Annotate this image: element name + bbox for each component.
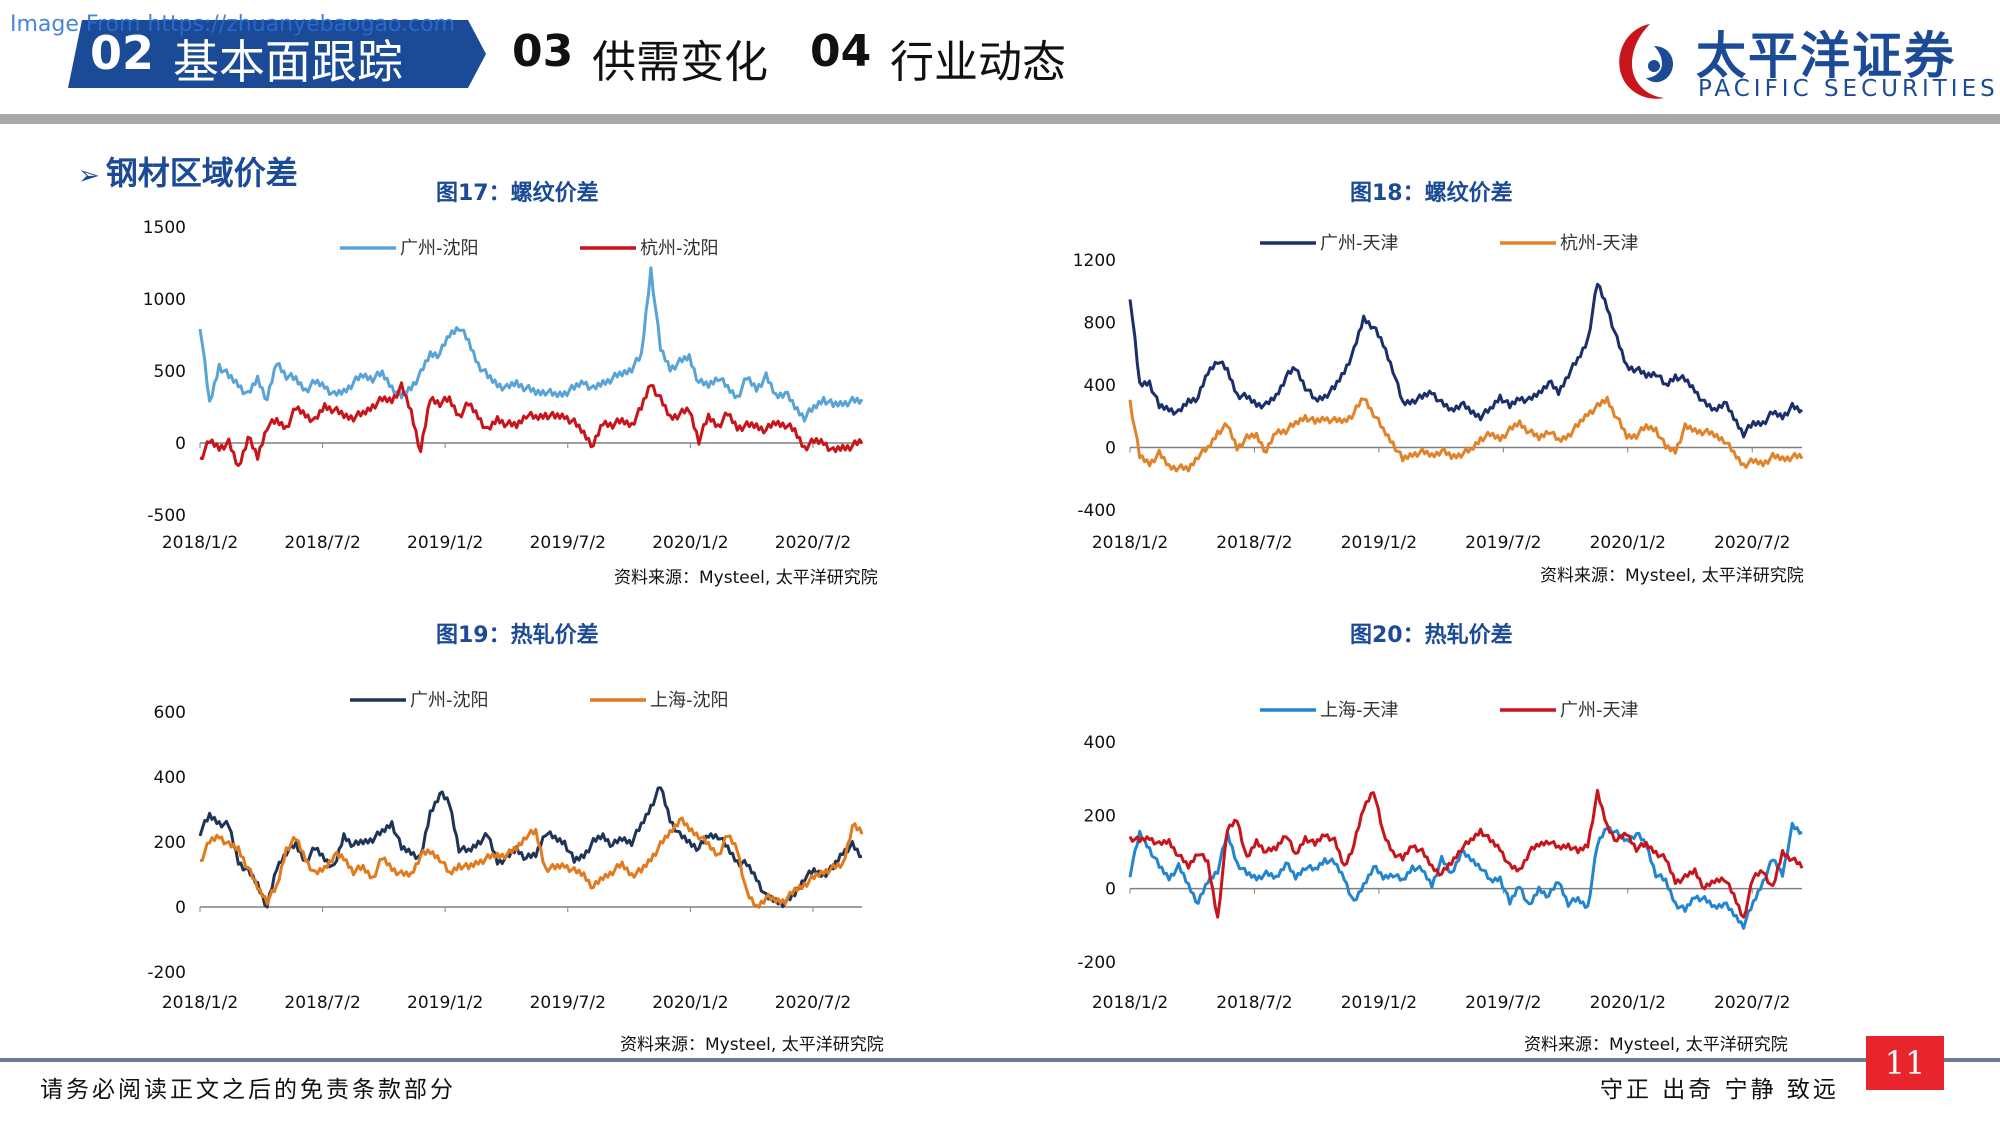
- chart-20: 400 200 0 -200 2018/1/2 2018/7/2 2019/1/2 2019/…: [1077, 700, 1804, 1013]
- y-tick-label: 400: [1084, 376, 1116, 396]
- y-tick-label: -200: [147, 963, 186, 983]
- y-tick-label: 800: [1084, 314, 1116, 334]
- chart-18: 1200 800 400 0 -400 2018/1/2 2018/7/2 2019/1/2 2…: [1073, 233, 1804, 553]
- y-tick-label: 0: [175, 898, 186, 918]
- x-tick-label: 2018/1/2: [1092, 993, 1168, 1013]
- header: 02 基本面跟踪 03 供需变化 04 行业动态 太平洋证券 PACIFIC S…: [0, 0, 2000, 124]
- legend-label: 广州-天津: [1560, 700, 1639, 721]
- y-tick-label: 200: [154, 833, 186, 853]
- y-tick-label: 0: [1105, 439, 1116, 459]
- x-tick-label: 2019/7/2: [1465, 533, 1541, 553]
- legend-label: 上海-沈阳: [650, 690, 729, 711]
- active-tab-shape: [68, 20, 486, 88]
- x-tick-label: 2019/1/2: [407, 533, 483, 553]
- x-tick-label: 2018/7/2: [284, 533, 360, 553]
- logo-emblem-icon: [1619, 24, 1674, 99]
- x-tick-label: 2020/7/2: [775, 993, 851, 1013]
- y-tick-label: 500: [154, 362, 186, 382]
- y-tick-label: -200: [1077, 953, 1116, 973]
- tab-basics[interactable]: 02 基本面跟踪: [68, 20, 488, 89]
- series-line-2: [1128, 395, 1804, 473]
- x-tick-label: 2019/7/2: [1465, 993, 1541, 1013]
- chart-20-title: 图20：热轧价差: [1350, 623, 1513, 648]
- y-tick-label: 400: [154, 768, 186, 788]
- logo-name-en: PACIFIC SECURITIES: [1698, 76, 1999, 102]
- y-tick-label: -500: [147, 506, 186, 526]
- chart-18-title: 图18：螺纹价差: [1350, 181, 1513, 206]
- y-tick-label: 400: [1084, 733, 1116, 753]
- series-line-1: [198, 786, 863, 909]
- legend-label: 上海-天津: [1320, 700, 1399, 721]
- legend-label: 杭州-沈阳: [640, 238, 719, 259]
- tab-basics-number: 02: [90, 26, 155, 80]
- series-line-2: [199, 816, 864, 909]
- company-logo: 太平洋证券 PACIFIC SECURITIES: [1610, 16, 1995, 106]
- chart-19-source: 资料来源：Mysteel, 太平洋研究院: [620, 1035, 884, 1055]
- series-line-1: [1128, 821, 1803, 930]
- x-tick-label: 2019/1/2: [1341, 533, 1417, 553]
- x-tick-label: 2020/1/2: [652, 533, 728, 553]
- x-tick-label: 2018/7/2: [1216, 993, 1292, 1013]
- chart-17-title: 图17：螺纹价差: [436, 181, 599, 206]
- legend-label: 杭州-天津: [1560, 233, 1639, 254]
- footer-divider: [0, 1058, 2000, 1062]
- tab-industry-news-label: 行业动态: [890, 37, 1066, 88]
- chart-20-source: 资料来源：Mysteel, 太平洋研究院: [1524, 1035, 1788, 1055]
- y-tick-label: 1200: [1073, 251, 1116, 271]
- x-tick-label: 2020/1/2: [652, 993, 728, 1013]
- section-title: ➢ 钢材区域价差: [78, 148, 298, 194]
- footer-motto: 守正 出奇 宁静 致远: [1600, 1077, 1839, 1103]
- tab-basics-label: 基本面跟踪: [173, 35, 403, 89]
- y-tick-label: 0: [1105, 880, 1116, 900]
- y-tick-label: 600: [154, 703, 186, 723]
- tab-supply-demand-number: 03: [512, 26, 574, 77]
- tab-supply-demand-label: 供需变化: [592, 37, 768, 88]
- y-tick-label: 1500: [143, 218, 186, 238]
- logo-name-cn: 太平洋证券: [1696, 27, 1956, 85]
- chart-17: 1500 1000 500 0 -500 2018/1/2 2018/7/2 2019/1/2…: [143, 218, 864, 553]
- tab-industry-news-number: 04: [810, 26, 872, 77]
- header-divider: [0, 114, 2000, 124]
- legend-label: 广州-沈阳: [400, 238, 479, 259]
- footer-disclaimer: 请务必阅读正文之后的免责条款部分: [40, 1077, 456, 1103]
- series-line-1: [198, 266, 864, 423]
- x-tick-label: 2020/7/2: [1714, 533, 1790, 553]
- legend-label: 广州-天津: [1320, 233, 1399, 254]
- x-tick-label: 2020/7/2: [1714, 993, 1790, 1013]
- x-tick-label: 2020/1/2: [1590, 533, 1666, 553]
- x-tick-label: 2018/1/2: [162, 993, 238, 1013]
- x-tick-label: 2019/1/2: [1341, 993, 1417, 1013]
- y-tick-label: 200: [1084, 806, 1116, 826]
- section-title-text: 钢材区域价差: [105, 154, 298, 192]
- series-line-2: [1128, 788, 1804, 919]
- x-tick-label: 2018/7/2: [284, 993, 360, 1013]
- series-line-1: [1128, 282, 1804, 439]
- series-line-2: [199, 381, 864, 467]
- chart-17-source: 资料来源：Mysteel, 太平洋研究院: [614, 568, 878, 588]
- x-tick-label: 2018/1/2: [1092, 533, 1168, 553]
- chart-19-title: 图19：热轧价差: [436, 623, 599, 648]
- x-tick-label: 2020/7/2: [775, 533, 851, 553]
- chart-18-source: 资料来源：Mysteel, 太平洋研究院: [1540, 566, 1804, 586]
- x-tick-label: 2019/7/2: [530, 993, 606, 1013]
- y-tick-label: 0: [175, 434, 186, 454]
- arrow-bullet-icon: ➢: [78, 161, 100, 191]
- x-tick-label: 2018/7/2: [1216, 533, 1292, 553]
- y-tick-label: 1000: [143, 290, 186, 310]
- watermark: Image From https://zhuanyebaogao.com: [10, 12, 456, 37]
- page-number: 11: [1866, 1036, 1944, 1090]
- y-tick-label: -400: [1077, 501, 1116, 521]
- legend-label: 广州-沈阳: [410, 690, 489, 711]
- x-tick-label: 2019/1/2: [407, 993, 483, 1013]
- x-tick-label: 2020/1/2: [1590, 993, 1666, 1013]
- x-tick-label: 2018/1/2: [162, 533, 238, 553]
- x-tick-label: 2019/7/2: [530, 533, 606, 553]
- chart-19: 600 400 200 0 -200 2018/1/2 2018/7/2 2019/1/2 20…: [147, 690, 864, 1013]
